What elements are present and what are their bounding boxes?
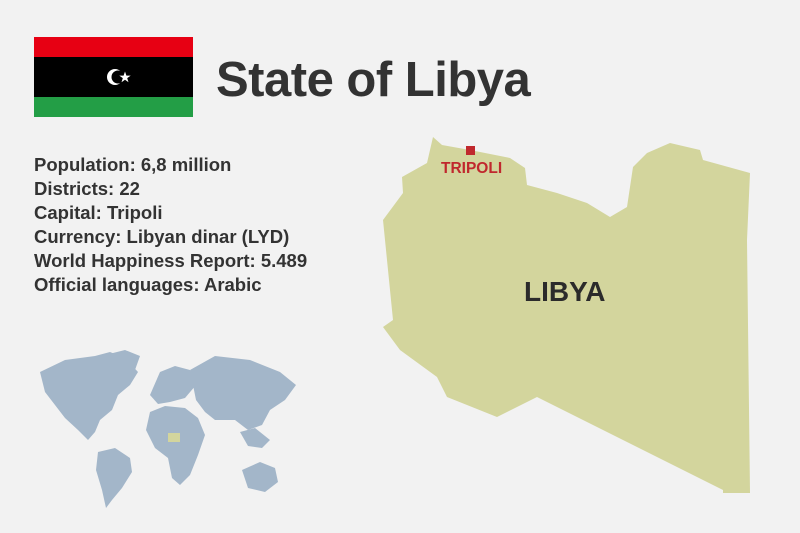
africa	[146, 406, 205, 485]
fact-happiness: World Happiness Report: 5.489	[34, 250, 308, 271]
south-america	[96, 448, 132, 508]
capital-label: TRIPOLI	[441, 160, 503, 177]
fact-population: Population: 6,8 million	[34, 154, 232, 175]
asia	[190, 356, 296, 430]
greenland	[105, 350, 140, 376]
fact-districts: Districts: 22	[34, 178, 140, 199]
fact-currency: Currency: Libyan dinar (LYD)	[34, 226, 290, 247]
libya-country-shape	[383, 137, 750, 493]
southeast-asia	[240, 428, 270, 448]
capital-marker	[466, 146, 475, 155]
page-title: State of Libya	[216, 53, 531, 107]
crescent-star-icon	[107, 69, 131, 85]
libya-highlight	[168, 433, 180, 442]
fact-languages: Official languages: Arabic	[34, 274, 262, 295]
facts-list: Population: 6,8 million Districts: 22 Ca…	[34, 153, 307, 297]
fact-capital: Capital: Tripoli	[34, 202, 163, 223]
europe	[150, 366, 196, 404]
flag-red-stripe	[34, 37, 193, 57]
country-label: LIBYA	[524, 276, 606, 307]
north-america	[40, 352, 138, 440]
australia	[242, 462, 278, 492]
libya-flag	[34, 37, 193, 117]
world-map	[40, 350, 296, 508]
flag-green-stripe	[34, 97, 193, 117]
